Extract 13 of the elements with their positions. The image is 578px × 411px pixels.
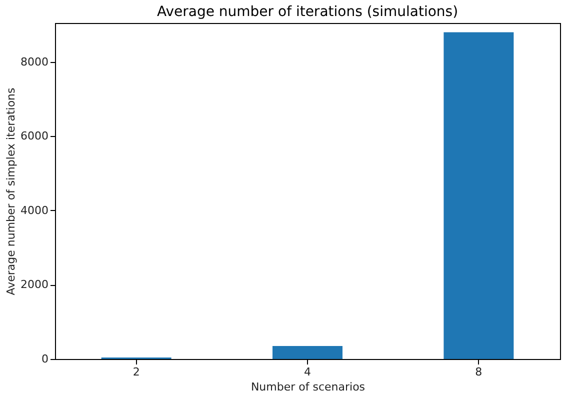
- x-tick-label: 8: [475, 366, 482, 378]
- x-tick-label: 2: [132, 366, 140, 378]
- y-tick-label: 8000: [20, 55, 48, 68]
- bar: [444, 32, 514, 359]
- bar: [272, 346, 342, 359]
- x-axis-title: Number of scenarios: [250, 380, 366, 394]
- x-tick-label: 4: [304, 366, 311, 378]
- y-tick-label: 4000: [20, 204, 48, 217]
- chart-title: Average number of iterations (simulations): [156, 4, 458, 20]
- y-axis-title: Average number of simplex iterations: [4, 87, 18, 296]
- y-tick-label: 6000: [20, 130, 48, 143]
- y-tick-label: 2000: [20, 278, 48, 292]
- y-tick-label: 0: [42, 352, 48, 366]
